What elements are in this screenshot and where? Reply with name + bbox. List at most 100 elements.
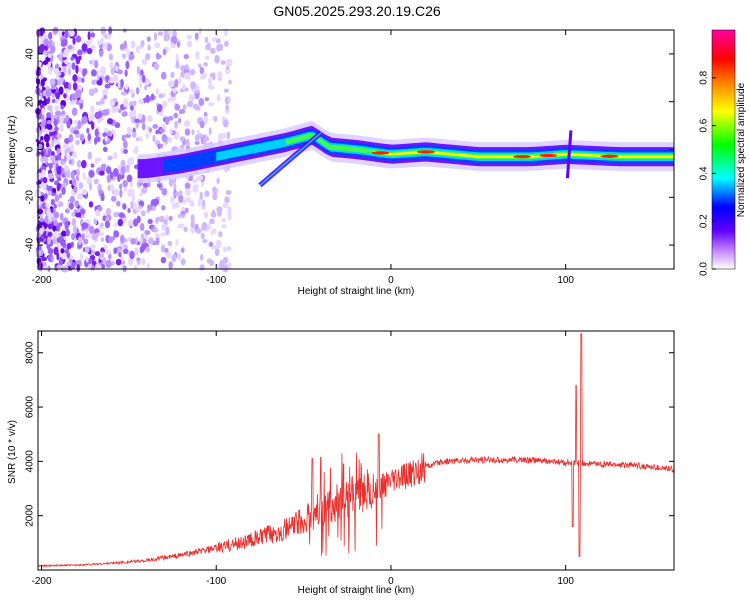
noise-cell: [122, 203, 127, 210]
noise-cell: [47, 236, 51, 245]
noise-cell: [75, 139, 80, 146]
noise-cell: [78, 99, 84, 104]
noise-cell: [194, 140, 200, 145]
noise-cell: [162, 100, 168, 108]
noise-cell: [39, 227, 44, 235]
noise-cell: [53, 246, 59, 256]
noise-cell: [140, 243, 146, 253]
noise-cell: [49, 44, 56, 54]
colorbar-tick-label: 0.2: [699, 214, 710, 228]
noise-cell: [107, 184, 111, 191]
noise-cell: [204, 36, 209, 44]
noise-cell: [103, 244, 108, 250]
noise-cell: [41, 256, 48, 262]
noise-cell: [40, 119, 46, 128]
noise-cell: [224, 28, 228, 37]
y-tick-label: 6000: [25, 395, 36, 418]
noise-cell: [106, 43, 112, 52]
noise-cell: [105, 75, 109, 82]
noise-cell: [158, 93, 164, 99]
noise-cell: [221, 224, 227, 229]
noise-cell: [210, 85, 215, 90]
noise-cell: [93, 87, 98, 94]
noise-cell: [104, 135, 109, 142]
noise-cell: [125, 84, 129, 91]
noise-cell: [54, 99, 60, 104]
noise-cell: [75, 35, 82, 43]
snr-y-label: SNR (10 * v/v): [7, 420, 18, 484]
noise-cell: [71, 107, 78, 116]
noise-cell: [171, 202, 176, 210]
vertical-feature: [565, 130, 573, 179]
noise-cell: [72, 151, 77, 159]
noise-cell: [91, 250, 96, 255]
noise-cell: [67, 68, 72, 76]
noise-cell: [209, 218, 215, 225]
noise-cell: [145, 246, 151, 253]
noise-cell: [195, 227, 202, 234]
noise-cell: [119, 43, 125, 51]
noise-cell: [163, 30, 168, 35]
noise-cell: [91, 244, 96, 249]
noise-cell: [142, 182, 149, 188]
noise-cell: [160, 71, 167, 80]
noise-cell: [46, 124, 53, 130]
noise-cell: [199, 120, 205, 129]
noise-cell: [157, 31, 164, 36]
noise-cell: [102, 132, 108, 138]
noise-cell: [40, 195, 45, 202]
noise-cell: [190, 222, 196, 228]
noise-cell: [47, 172, 54, 179]
noise-cell: [223, 88, 230, 93]
noise-cell: [90, 163, 95, 168]
noise-cell: [214, 54, 220, 64]
noise-cell: [190, 214, 195, 223]
noise-cell: [110, 195, 117, 202]
noise-cell: [71, 217, 77, 227]
noise-cell: [56, 154, 62, 161]
noise-cell: [60, 104, 65, 110]
noise-cell: [178, 190, 183, 196]
noise-cell: [161, 133, 167, 143]
noise-cell: [154, 42, 161, 49]
noise-cell: [52, 224, 58, 232]
noise-cell: [194, 92, 200, 100]
noise-cell: [90, 265, 95, 271]
noise-cell: [40, 135, 44, 141]
noise-cell: [47, 148, 52, 155]
noise-cell: [94, 111, 101, 120]
noise-cell: [150, 93, 155, 100]
colorbar-gradient: [711, 29, 736, 270]
noise-cell: [104, 220, 111, 229]
noise-cell: [87, 133, 92, 142]
noise-cell: [156, 183, 162, 188]
noise-cell: [130, 237, 136, 245]
noise-cell: [109, 61, 114, 70]
noise-cell: [131, 108, 137, 118]
noise-cell: [123, 28, 127, 33]
noise-cell: [88, 169, 95, 178]
noise-cell: [79, 133, 85, 142]
noise-cell: [222, 132, 226, 139]
noise-cell: [94, 251, 101, 257]
noise-cell: [160, 244, 166, 253]
noise-cell: [176, 41, 181, 48]
noise-cell: [183, 226, 188, 233]
noise-cell: [144, 230, 151, 235]
noise-cell: [59, 123, 64, 133]
noise-cell: [82, 68, 86, 77]
noise-cell: [47, 105, 53, 111]
noise-cell: [73, 119, 79, 125]
noise-cell: [68, 202, 74, 210]
noise-cell: [128, 257, 134, 266]
noise-cell: [115, 66, 119, 72]
noise-cell: [179, 135, 185, 142]
noise-cell: [143, 234, 148, 240]
noise-cell: [161, 223, 167, 231]
noise-cell: [75, 259, 81, 267]
noise-cell: [98, 253, 105, 259]
noise-cell: [197, 198, 202, 207]
noise-cell: [173, 87, 177, 94]
noise-cell: [184, 182, 191, 190]
noise-cell: [46, 112, 51, 118]
